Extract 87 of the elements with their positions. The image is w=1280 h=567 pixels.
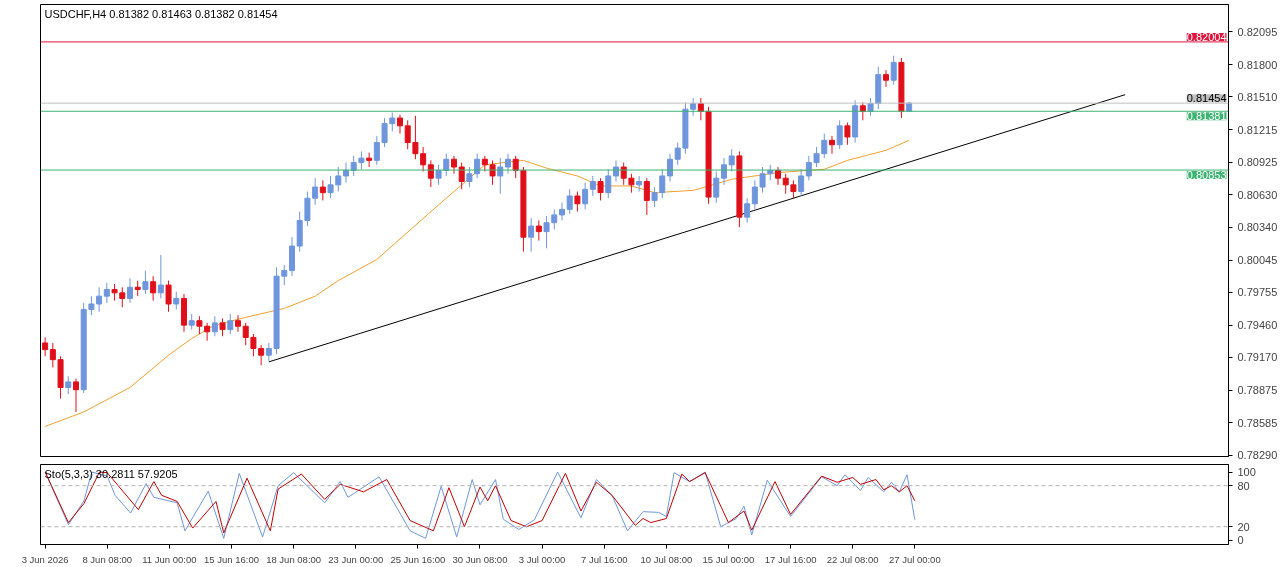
candlestick (589, 175, 596, 197)
y-tick-label: 0.79460 (1237, 319, 1278, 332)
candlestick (643, 177, 650, 216)
chart-title: USDCHF,H4 0.81382 0.81463 0.81382 0.81454 (44, 7, 278, 20)
ref-line-label: 0.81381 (1186, 110, 1227, 123)
candlestick (836, 119, 843, 150)
candlestick (882, 69, 889, 88)
candlestick (157, 254, 164, 299)
y-tick-label: 0.79170 (1237, 351, 1278, 364)
candlestick (828, 135, 835, 155)
candlestick (674, 142, 681, 166)
candlestick (211, 315, 218, 337)
candlestick (319, 179, 326, 201)
y-tick-label: 0.81215 (1237, 123, 1278, 136)
candlestick (597, 177, 604, 201)
x-tick-label: 11 Jun 00:00 (142, 553, 197, 565)
candlestick (366, 152, 373, 168)
candlestick (558, 202, 565, 221)
candlestick (713, 171, 720, 204)
x-tick-label: 8 Jun 08:00 (82, 553, 133, 565)
candlestick (342, 162, 349, 184)
ref-line-label: 0.80853 (1186, 169, 1227, 182)
x-tick-label: 22 Jul 08:00 (826, 553, 879, 565)
candlestick (435, 164, 442, 186)
candlestick (396, 114, 403, 135)
candlestick (528, 217, 535, 253)
x-tick-label: 27 Jul 00:00 (888, 553, 941, 565)
candlestick (142, 270, 149, 295)
candlestick (566, 188, 573, 215)
candlestick (49, 342, 56, 368)
x-tick-label: 23 Jun 00:00 (328, 553, 384, 565)
y-tick-label: 0.78585 (1237, 416, 1278, 429)
candlestick (327, 175, 334, 199)
candlestick (744, 197, 751, 224)
candlestick (227, 313, 234, 335)
candlestick (666, 153, 673, 183)
y-tick-label: 0.80925 (1237, 156, 1278, 169)
candlestick (126, 277, 133, 304)
x-tick-label: 15 Jun 16:00 (204, 553, 259, 565)
candlestick (204, 322, 211, 342)
candlestick (636, 175, 643, 193)
candlestick (751, 179, 758, 210)
candlestick (582, 182, 589, 210)
x-tick-label: 30 Jun 08:00 (452, 553, 508, 565)
candlestick (759, 166, 766, 194)
y-tick-label: 0.79755 (1237, 286, 1278, 299)
x-tick-label: 3 Jun 2026 (21, 553, 69, 565)
x-tick-label: 10 Jul 08:00 (640, 553, 693, 565)
y-tick-label: 0.80340 (1237, 221, 1278, 234)
line-series (44, 139, 910, 427)
y-tick-label: 0.78290 (1237, 449, 1278, 462)
x-tick-label: 7 Jul 16:00 (580, 553, 628, 565)
candlestick (782, 173, 789, 195)
candlestick (42, 336, 49, 357)
y-tick-label: 20 (1237, 520, 1250, 533)
y-tick-label: 0.81510 (1237, 90, 1278, 103)
y-tick-label: 100 (1237, 466, 1256, 479)
candlestick (504, 153, 511, 175)
y-tick-label: 80 (1237, 479, 1250, 492)
candlestick (890, 55, 897, 86)
candlestick (165, 280, 172, 313)
x-tick-label: 15 Jul 00:00 (702, 553, 755, 565)
candlestick (335, 166, 342, 193)
candlestick (234, 314, 241, 333)
x-tick-label: 3 Jul 00:00 (518, 553, 566, 565)
ref-line-label: 0.81454 (1186, 92, 1227, 105)
x-tick-label: 17 Jul 16:00 (764, 553, 817, 565)
x-tick-label: 18 Jun 08:00 (266, 553, 322, 565)
candlestick (844, 122, 851, 146)
y-tick-label: 0 (1237, 534, 1244, 547)
candlestick (574, 191, 581, 213)
candlestick (466, 166, 473, 188)
candlestick (458, 162, 465, 190)
candlestick (605, 168, 612, 199)
y-tick-label: 0.80045 (1237, 254, 1278, 266)
x-tick-label: 25 Jun 16:00 (390, 553, 446, 565)
candlestick (798, 168, 805, 197)
annotation: Sto(5,3,3) 30.2811 57.9205 (44, 467, 178, 480)
ref-line-label: 0.82004 (1186, 30, 1227, 43)
candlestick (72, 378, 79, 413)
y-tick-label: 0.81800 (1237, 58, 1278, 71)
candlestick (103, 282, 110, 304)
candlestick (150, 275, 157, 302)
y-tick-label: 0.82095 (1237, 25, 1278, 38)
y-tick-label: 0.80630 (1237, 188, 1278, 201)
candlestick (535, 219, 542, 242)
y-tick-label: 0.78875 (1237, 384, 1278, 397)
